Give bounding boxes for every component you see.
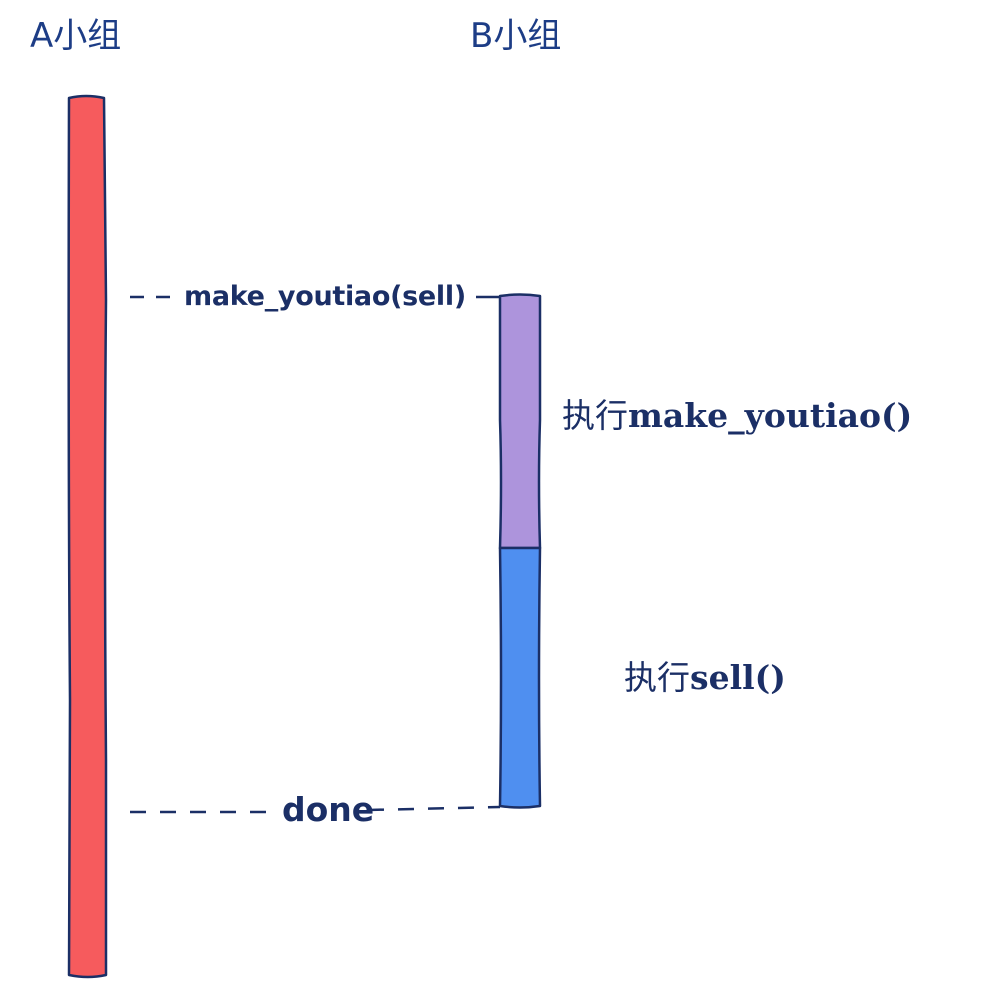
done-message-label: done [282,790,375,829]
sell-execution-bar [498,546,542,809]
group-b-label: B小组 [470,16,562,56]
make-youtiao-execution-prefix: 执行 [562,396,628,435]
make-youtiao-execution-label: 执行make_youtiao() [562,394,912,438]
make-youtiao-execution-bar [498,293,542,550]
call-message-label: make_youtiao(sell) [184,281,466,312]
sell-execution-func: sell() [690,658,786,697]
sell-execution-label: 执行sell() [624,656,786,700]
make-youtiao-execution-func: make_youtiao() [628,396,913,435]
group-a-label: A小组 [30,16,122,56]
sell-execution-prefix: 执行 [624,658,690,697]
group-a-lifeline-bar [67,94,108,979]
done-dashed-line-right [367,805,501,812]
